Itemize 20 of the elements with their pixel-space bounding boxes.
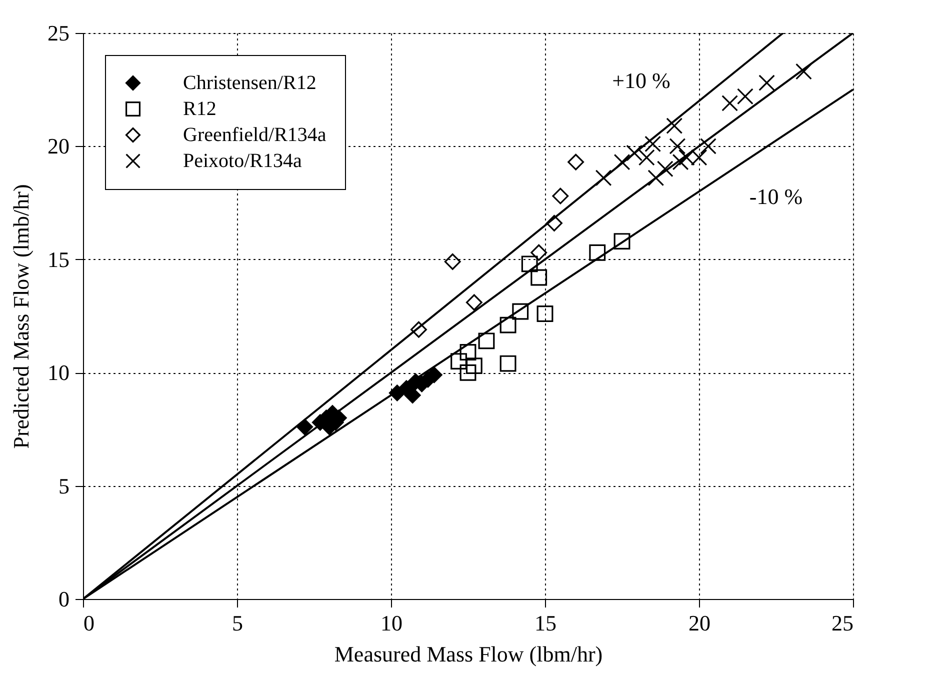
x-tick-label: 0 xyxy=(84,610,94,636)
legend-label: Peixoto/R134a xyxy=(183,150,302,172)
y-tick-label: 25 xyxy=(48,20,70,46)
y-tick-label: 5 xyxy=(58,473,70,498)
y-axis-title: Predicted Mass Flow (lmb/hr) xyxy=(8,184,34,449)
y-tick-label: 10 xyxy=(48,360,70,386)
x-tick-label: 10 xyxy=(380,610,402,636)
annotation: -10 % xyxy=(749,184,803,210)
y-tick-label: 20 xyxy=(48,134,70,159)
x-axis-title: Measured Mass Flow (lbm/hr) xyxy=(334,642,603,666)
x-tick-label: 15 xyxy=(534,610,556,636)
y-tick-label: 0 xyxy=(58,586,70,612)
legend-label: Christensen/R12 xyxy=(183,72,316,94)
x-tick-label: 5 xyxy=(232,610,243,636)
x-tick-label: 20 xyxy=(688,610,710,636)
legend-label: R12 xyxy=(183,98,216,120)
legend-label: Greenfield/R134a xyxy=(183,124,326,146)
annotation: +10 % xyxy=(612,68,670,94)
x-tick-label: 25 xyxy=(832,610,854,636)
y-tick-label: 15 xyxy=(48,246,70,272)
